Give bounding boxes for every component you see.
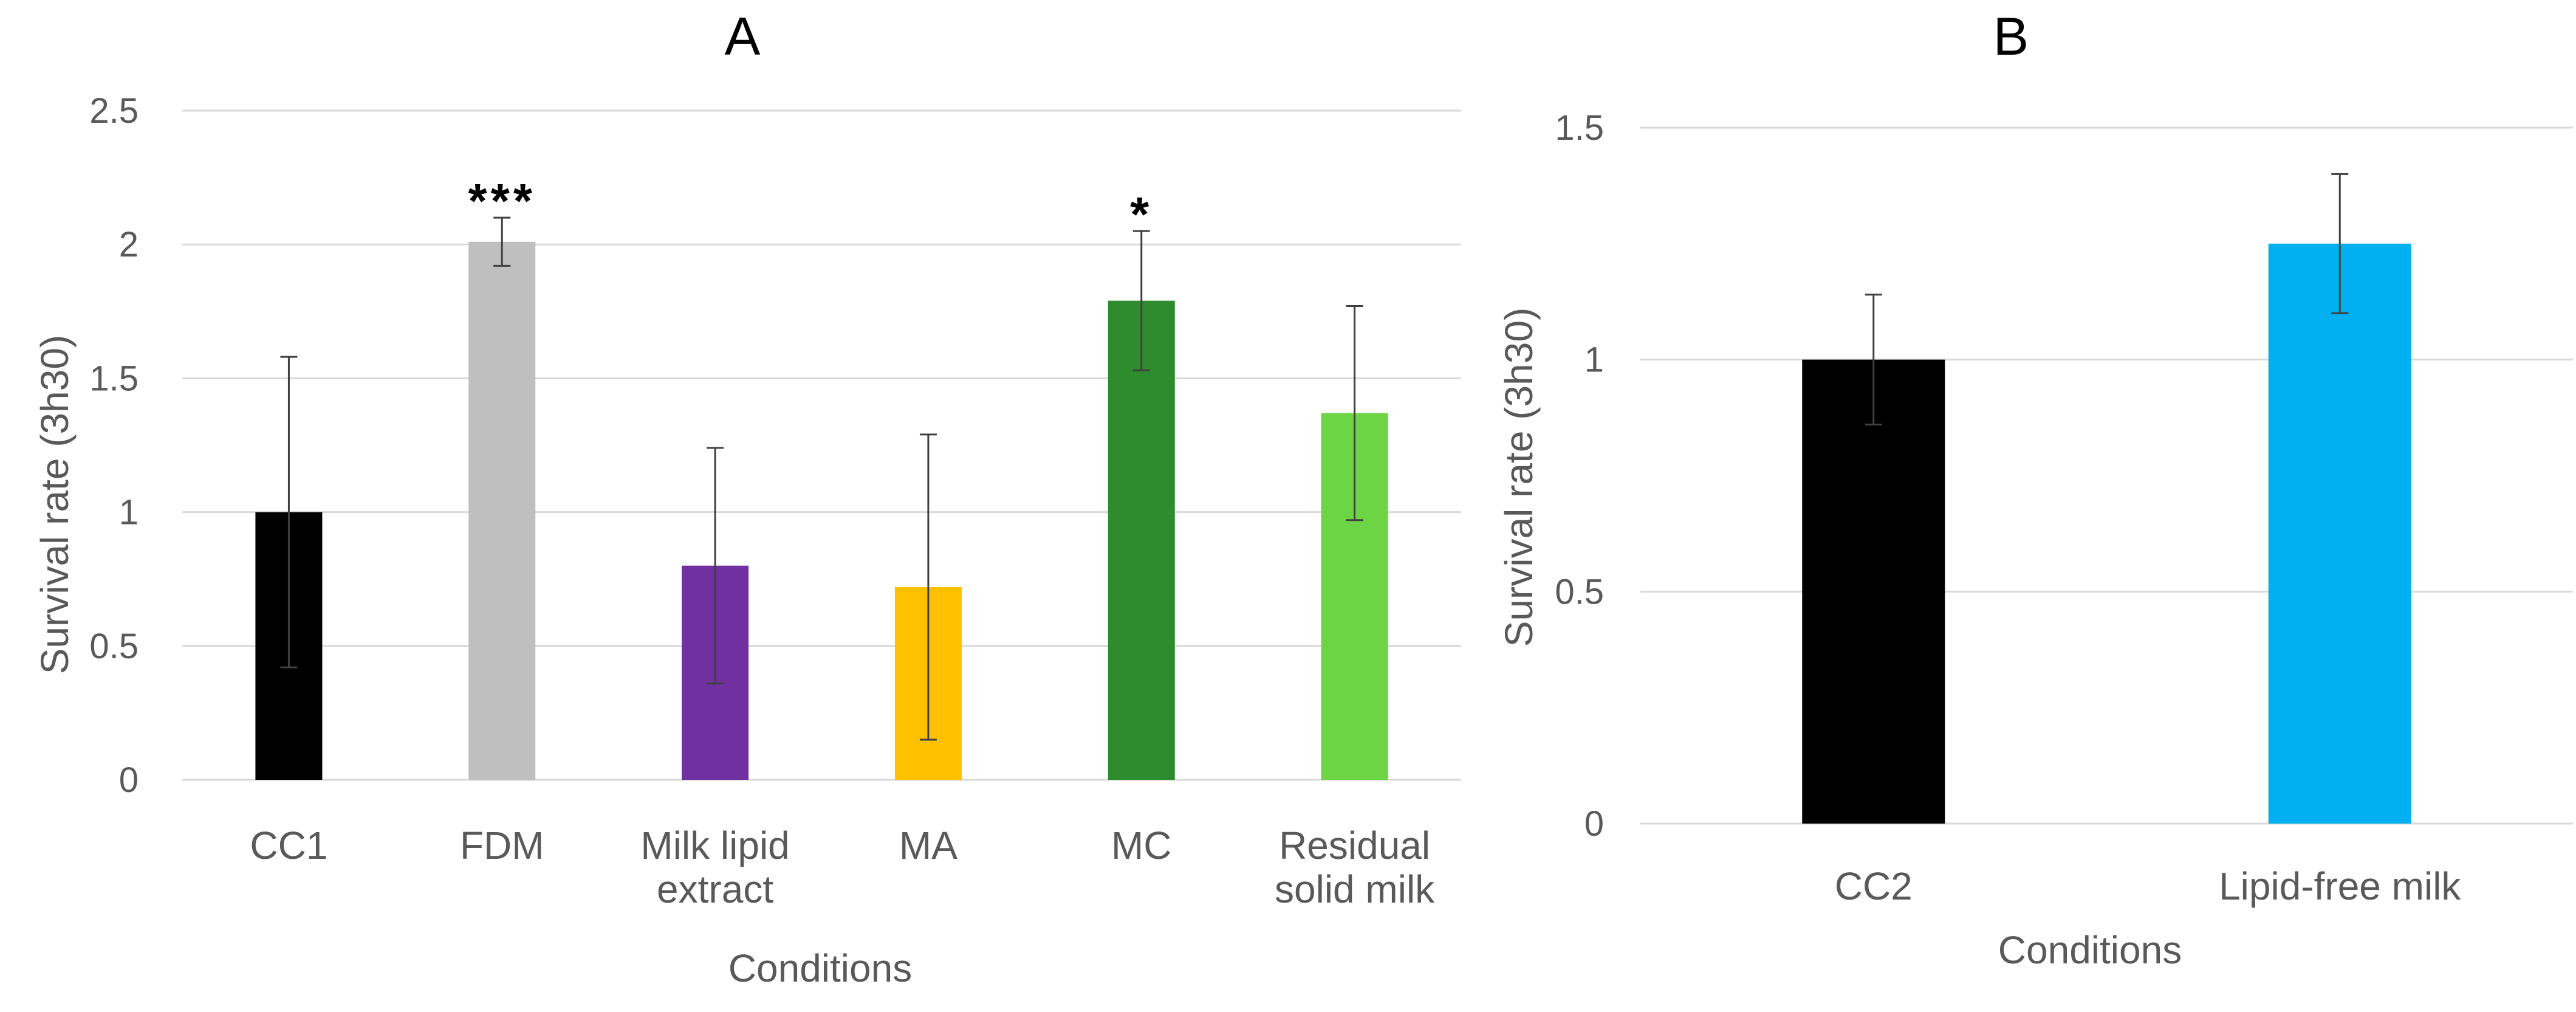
chart-a-y-tick-label: 0.5 bbox=[89, 627, 139, 666]
chart-a-bar bbox=[1108, 300, 1175, 780]
chart-b-bar bbox=[2268, 243, 2411, 824]
chart-b-bars bbox=[1802, 243, 2411, 824]
chart-b-category-label: CC2 bbox=[1835, 864, 1913, 908]
chart-a-category-label: MC bbox=[1111, 824, 1172, 867]
chart-a-y-tick-label: 1 bbox=[119, 493, 139, 532]
chart-a-y-tick-label: 2.5 bbox=[89, 91, 139, 131]
chart-b-y-axis-title: Survival rate (3h30) bbox=[1497, 308, 1541, 647]
chart-a-category-label: MA bbox=[899, 824, 957, 867]
chart-b: B 0 0.5 1 1.5 CC2 Lipid-free milk Survival r… bbox=[1497, 6, 2573, 972]
chart-b-x-axis-title: Conditions bbox=[1998, 928, 2182, 972]
chart-a-x-axis-title: Conditions bbox=[728, 946, 912, 990]
chart-b-title: B bbox=[1993, 6, 2029, 66]
chart-a-y-tick-label: 2 bbox=[119, 225, 139, 264]
chart-a-bars bbox=[255, 241, 1388, 780]
chart-a-category-label: solid milk bbox=[1275, 867, 1435, 911]
chart-a: A 00.511.522.5 *** * CC1 FDM Milk lipidextr… bbox=[33, 6, 1461, 990]
chart-a-category-label: CC1 bbox=[250, 824, 327, 867]
chart-b-category-label: Lipid-free milk bbox=[2219, 864, 2461, 908]
chart-b-y-tick-label: 1.5 bbox=[1555, 108, 1604, 148]
chart-a-significance: *** * bbox=[468, 174, 1153, 241]
chart-b-y-tick-label: 1 bbox=[1584, 340, 1604, 380]
chart-a-bar bbox=[468, 241, 536, 780]
chart-a-category-label: Milk lipid bbox=[640, 824, 789, 867]
chart-b-y-tick-label: 0 bbox=[1584, 804, 1604, 844]
chart-a-significance-marker: * bbox=[1130, 187, 1153, 241]
chart-b-categories: CC2 Lipid-free milk bbox=[1835, 864, 2462, 908]
chart-a-y-tick-label: 1.5 bbox=[89, 359, 139, 398]
chart-a-significance-marker: *** bbox=[468, 174, 536, 228]
chart-a-category-label: extract bbox=[657, 867, 773, 911]
chart-b-error-bars bbox=[1865, 173, 2349, 426]
chart-b-bar bbox=[1802, 359, 1945, 824]
chart-b-gridlines bbox=[1640, 126, 2573, 825]
chart-a-y-axis-title: Survival rate (3h30) bbox=[33, 335, 77, 674]
chart-a-gridlines bbox=[182, 109, 1461, 781]
chart-a-y-tick-label: 0 bbox=[119, 760, 139, 800]
chart-b-y-ticks: 0 0.5 1 1.5 bbox=[1555, 108, 1604, 844]
chart-b-y-tick-label: 0.5 bbox=[1555, 572, 1604, 611]
chart-a-title: A bbox=[725, 6, 761, 66]
chart-a-y-ticks: 0 0.5 1 1.5 2 2.5 bbox=[89, 91, 139, 800]
chart-a-category-label: FDM bbox=[460, 824, 544, 867]
chart-a-error-bars bbox=[280, 216, 1363, 741]
chart-a-category-label: Residual bbox=[1279, 824, 1430, 867]
